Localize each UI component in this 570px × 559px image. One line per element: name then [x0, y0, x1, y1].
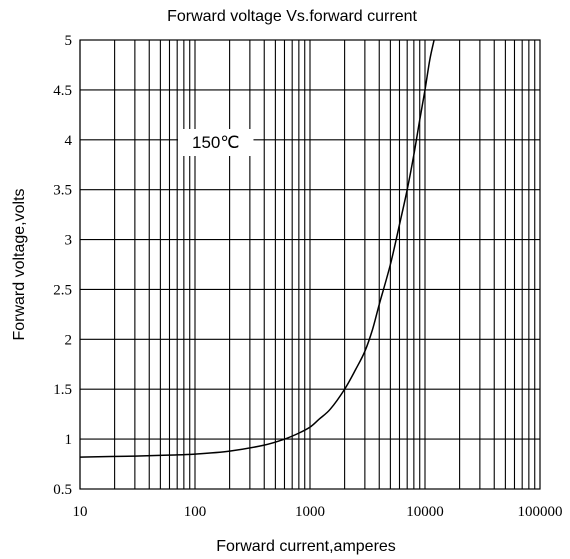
- y-axis-title: Forward voltage,volts: [11, 188, 28, 340]
- annotation-background: [178, 129, 254, 156]
- y-tick-label: 2: [65, 332, 73, 348]
- x-tick-label: 10: [73, 504, 88, 520]
- y-tick-label: 4.5: [53, 83, 72, 99]
- x-tick-label: 100000: [518, 504, 563, 520]
- y-tick-label: 3: [65, 233, 73, 249]
- tick-labels: 0.5 1 1.5 2 2.5 3 3.5 4 4.5 5 10 100 1000 10000 100000: [53, 33, 562, 520]
- x-tick-label: 1000: [295, 504, 325, 520]
- y-tick-label: 2.5: [53, 282, 72, 298]
- y-tick-label: 1: [65, 432, 73, 448]
- y-tick-label: 3.5: [53, 183, 72, 199]
- plot-frame: [79, 39, 541, 490]
- grid: [79, 39, 540, 490]
- x-tick-label: 100: [184, 504, 207, 520]
- chart-title: Forward voltage Vs.forward current: [167, 8, 417, 25]
- x-tick-label: 10000: [406, 504, 444, 520]
- temperature-annotation: 150℃: [192, 133, 239, 152]
- y-tick-label: 5: [65, 33, 73, 49]
- y-tick-label: 0.5: [53, 482, 72, 498]
- y-tick-label: 1.5: [53, 382, 72, 398]
- x-axis-title: Forward current,amperes: [216, 538, 396, 555]
- y-tick-label: 4: [65, 133, 73, 149]
- forward-voltage-curve: [79, 39, 435, 458]
